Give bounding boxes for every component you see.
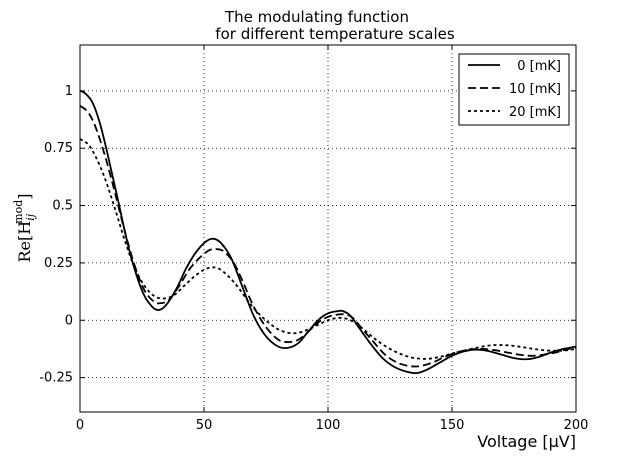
- x-tick-label: 150: [440, 418, 465, 433]
- y-axis-label-close: ]: [15, 193, 34, 199]
- series-group: [79, 90, 577, 375]
- y-tick-label: 1: [65, 84, 73, 99]
- legend-label-0: 0 [mK]: [517, 59, 561, 74]
- chart-title-line-1: The modulating function: [224, 8, 409, 26]
- legend-items: 0 [mK] 10 [mK] 20 [mK]: [468, 59, 561, 120]
- x-tick-label: 50: [196, 418, 213, 433]
- x-tick-label: 100: [316, 418, 341, 433]
- ticks: 0 50 100 150 200 -0.25 0 0.25 0.5 0.75 1: [39, 45, 588, 433]
- x-axis-label: Voltage [μV]: [477, 432, 576, 451]
- y-tick-label: 0.25: [44, 256, 73, 271]
- y-axis-label-sup: mod: [12, 200, 25, 224]
- y-tick-label: -0.25: [39, 371, 73, 386]
- legend-label-1: 10 [mK]: [509, 82, 561, 97]
- chart-title-line-2: for different temperature scales: [215, 25, 455, 43]
- y-tick-label: 0.75: [44, 141, 73, 156]
- series-line-2: [79, 138, 577, 360]
- y-axis-label: Re[Hijmod]: [12, 193, 37, 262]
- legend: 0 [mK] 10 [mK] 20 [mK]: [458, 53, 570, 126]
- x-tick-label: 0: [76, 418, 84, 433]
- y-tick-label: 0.5: [52, 199, 73, 214]
- legend-label-2: 20 [mK]: [509, 105, 561, 120]
- y-axis-label-sub: ij: [24, 213, 37, 221]
- series-line-1: [79, 105, 577, 368]
- y-tick-label: 0: [65, 313, 73, 328]
- y-axis-label-main: Re[H: [15, 221, 34, 263]
- x-tick-label: 200: [564, 418, 589, 433]
